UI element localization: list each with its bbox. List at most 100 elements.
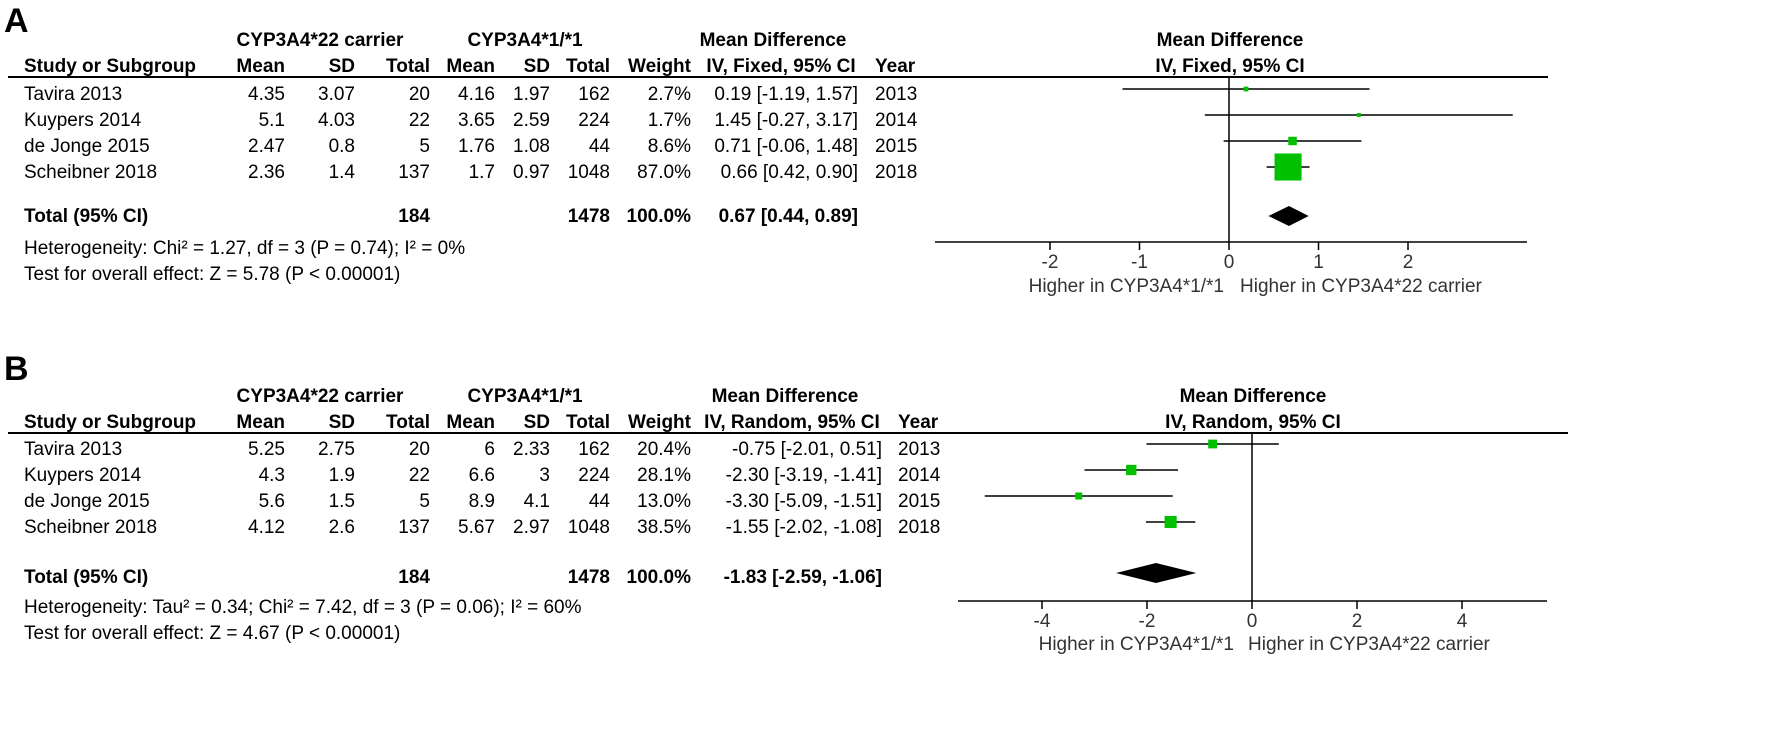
col-year: Year (898, 412, 939, 433)
cell-m1: 5.25 (248, 439, 285, 460)
cell-n2: 162 (578, 84, 610, 105)
total-n2: 1478 (567, 206, 610, 227)
group2-header: CYP3A4*1/*1 (467, 30, 583, 51)
x-tick-label: 2 (1403, 252, 1414, 273)
study-marker (1208, 439, 1218, 449)
cell-year: 2018 (875, 162, 918, 183)
cell-sd2: 1.08 (513, 136, 550, 157)
cell-n2: 44 (588, 136, 610, 157)
cell-year: 2014 (898, 465, 941, 486)
cell-m2: 8.9 (468, 491, 495, 512)
cell-sd1: 4.03 (318, 110, 355, 131)
col-total2: Total (566, 412, 610, 433)
study-marker (1243, 86, 1249, 92)
total-weight: 100.0% (626, 567, 691, 588)
cell-study: Scheibner 2018 (24, 517, 158, 538)
plot-method: IV, Fixed, 95% CI (1155, 56, 1305, 77)
col-sd2: SD (523, 56, 550, 77)
cell-sd1: 2.75 (318, 439, 355, 460)
favours-right: Higher in CYP3A4*22 carrier (1240, 276, 1482, 297)
header-rule (8, 432, 1568, 434)
group2-header: CYP3A4*1/*1 (467, 386, 583, 407)
cell-year: 2015 (898, 491, 941, 512)
cell-sd1: 3.07 (318, 84, 355, 105)
study-marker (1274, 153, 1302, 181)
cell-ci: 0.66 [0.42, 0.90] (720, 162, 858, 183)
x-tick-label: -1 (1131, 252, 1148, 273)
cell-m1: 5.1 (258, 110, 285, 131)
cell-sd2: 2.33 (513, 439, 550, 460)
cell-weight: 28.1% (637, 465, 691, 486)
col-weight: Weight (628, 56, 691, 77)
pooled-diamond (1116, 563, 1197, 583)
cell-m2: 6.6 (468, 465, 495, 486)
plot-md-header: Mean Difference (1156, 30, 1304, 51)
cell-n2: 1048 (567, 162, 610, 183)
cell-sd1: 1.9 (328, 465, 355, 486)
cell-m2: 3.65 (458, 110, 495, 131)
panel-letter: B (4, 350, 29, 388)
cell-m2: 4.16 (458, 84, 495, 105)
plot-md-header: Mean Difference (1179, 386, 1327, 407)
cell-m1: 2.47 (248, 136, 285, 157)
cell-year: 2014 (875, 110, 918, 131)
cell-sd2: 4.1 (523, 491, 550, 512)
cell-n2: 224 (578, 465, 610, 486)
col-total1: Total (386, 412, 430, 433)
col-sd1: SD (328, 56, 355, 77)
cell-m1: 5.6 (258, 491, 285, 512)
col-weight: Weight (628, 412, 691, 433)
col-study: Study or Subgroup (24, 56, 197, 77)
col-year: Year (875, 56, 916, 77)
col-mean2: Mean (446, 56, 495, 77)
col-mean1: Mean (236, 412, 285, 433)
plot-method: IV, Random, 95% CI (1165, 412, 1341, 433)
cell-m1: 4.12 (248, 517, 285, 538)
cell-weight: 13.0% (637, 491, 691, 512)
cell-n2: 44 (588, 491, 610, 512)
col-sd1: SD (328, 412, 355, 433)
pooled-diamond (1268, 206, 1309, 226)
group1-header: CYP3A4*22 carrier (236, 386, 404, 407)
cell-sd1: 1.4 (328, 162, 355, 183)
cell-n1: 137 (398, 162, 430, 183)
cell-sd2: 3 (539, 465, 550, 486)
cell-weight: 8.6% (647, 136, 691, 157)
cell-n1: 22 (408, 110, 430, 131)
cell-m1: 2.36 (248, 162, 285, 183)
cell-weight: 20.4% (637, 439, 691, 460)
cell-m1: 4.3 (258, 465, 285, 486)
cell-n2: 224 (578, 110, 610, 131)
cell-weight: 38.5% (637, 517, 691, 538)
cell-n1: 5 (419, 491, 430, 512)
cell-study: Tavira 2013 (24, 84, 123, 105)
favours-left: Higher in CYP3A4*1/*1 (1028, 276, 1224, 297)
cell-ci: -0.75 [-2.01, 0.51] (732, 439, 882, 460)
cell-m2: 1.76 (458, 136, 495, 157)
x-tick-label: 0 (1247, 611, 1258, 632)
cell-sd2: 1.97 (513, 84, 550, 105)
total-label: Total (95% CI) (24, 206, 149, 227)
cell-study: Tavira 2013 (24, 439, 123, 460)
cell-m1: 4.35 (248, 84, 285, 105)
total-n1: 184 (398, 567, 430, 588)
col-mean2: Mean (446, 412, 495, 433)
overall-effect: Test for overall effect: Z = 4.67 (P < 0… (24, 623, 401, 644)
panel-letter: A (4, 2, 29, 40)
cell-n1: 22 (408, 465, 430, 486)
cell-weight: 87.0% (637, 162, 691, 183)
cell-sd2: 2.97 (513, 517, 550, 538)
cell-sd1: 0.8 (328, 136, 355, 157)
cell-year: 2013 (898, 439, 941, 460)
cell-n1: 5 (419, 136, 430, 157)
md-header: Mean Difference (711, 386, 859, 407)
cell-weight: 2.7% (647, 84, 691, 105)
x-tick-label: 1 (1313, 252, 1324, 273)
x-tick-label: 0 (1224, 252, 1235, 273)
cell-study: de Jonge 2015 (24, 491, 150, 512)
cell-ci: -3.30 [-5.09, -1.51] (725, 491, 882, 512)
total-ci: 0.67 [0.44, 0.89] (718, 206, 858, 227)
study-marker (1356, 113, 1361, 117)
